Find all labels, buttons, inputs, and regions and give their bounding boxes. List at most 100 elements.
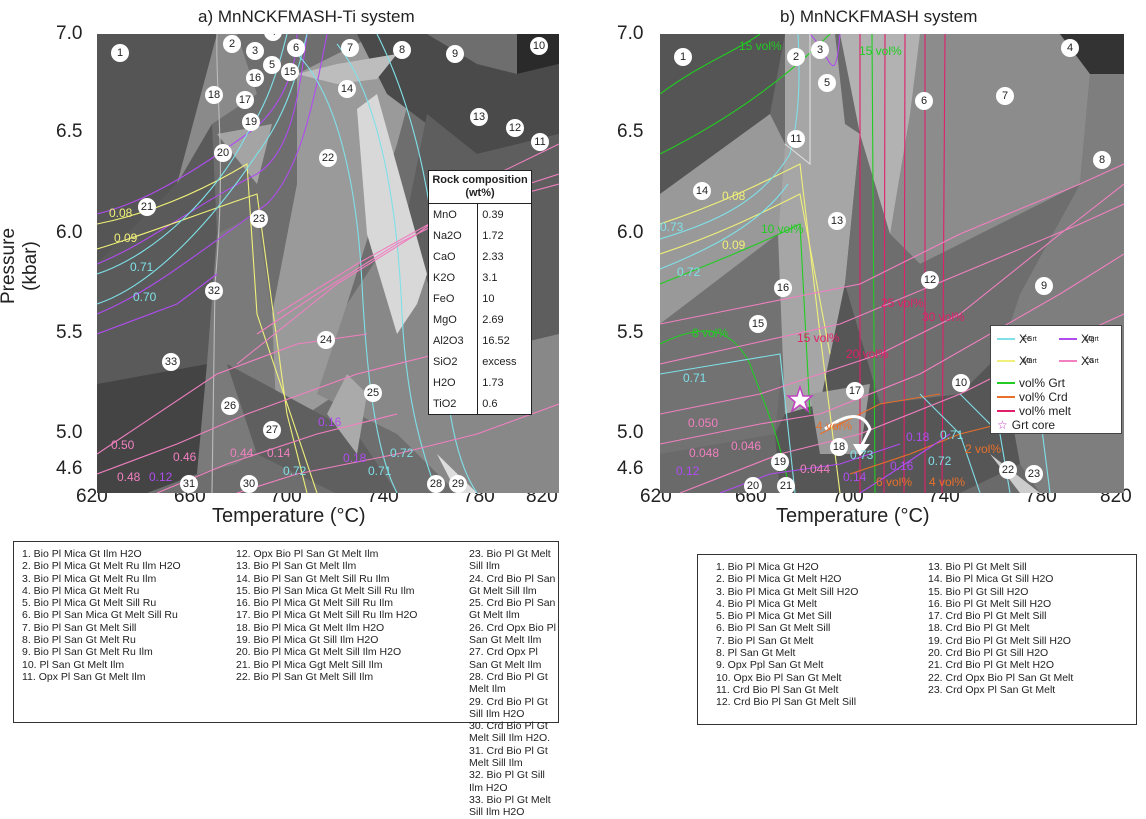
legend-column: 1. Bio Pl Mica Gt Ilm H2O 2. Bio Pl Mica … — [22, 548, 181, 683]
y-axis-label: Pressure (kbar) — [0, 227, 41, 305]
oxide-value: 2.33 — [477, 246, 531, 267]
field-number-label: 1 — [111, 44, 129, 62]
isopleth-label: 0.73 — [660, 220, 684, 234]
field-number-label: 10 — [952, 374, 970, 392]
assemblage-legend-item: 9. Bio Pl San Gt Melt Ru Ilm — [22, 646, 153, 659]
xfe-isopleth — [660, 183, 789, 270]
field-26 — [437, 454, 477, 493]
grt-volume-line — [660, 34, 761, 95]
field-number-label: 13 — [470, 108, 488, 126]
xca-isopleth — [97, 333, 368, 455]
field-number-label: 4 — [264, 34, 282, 41]
assemblage-legend-item: 30. Crd Bio Pl Gt Melt Sill Ilm H2O. — [469, 720, 551, 745]
isopleth-label: 0.050 — [688, 416, 719, 430]
y-tick: 7.0 — [56, 23, 83, 44]
field-number-label: 3 — [246, 42, 264, 60]
reaction-line — [211, 34, 221, 493]
assemblage-legend-item: 5. Bio Pl Mica Gt Melt Sill Ru — [22, 597, 157, 610]
field-number-label: 8 — [1093, 151, 1111, 169]
xmn-isopleth — [660, 163, 841, 493]
y-tick: 6.5 — [56, 121, 83, 142]
field-number-label: 6 — [287, 39, 305, 57]
xmn-isopleth — [660, 193, 831, 355]
assemblage-legend-item: 10. Pl San Gt Melt Ilm — [22, 658, 125, 671]
field-number-label: 4 — [1061, 39, 1079, 57]
y-tick: 5.0 — [56, 422, 83, 443]
assemblage-legend-item: 19. Crd Bio Pl Gt Melt Sill H2O — [928, 634, 1071, 647]
rock-composition-row: K2O 3.1 — [429, 267, 531, 288]
xfe-isopleth — [660, 34, 800, 240]
volume-percent-label: 6 vol% — [876, 475, 913, 489]
field-number-label: 20 — [214, 144, 232, 162]
assemblage-legend-item: 21. Crd Bio Pl Gt Melt H2O — [928, 659, 1055, 672]
field-number-label: 2 — [223, 35, 241, 53]
assemblage-legend-item: 5. Bio Pl Mica Gt Met Sill — [716, 610, 832, 623]
rock-composition-row: Al2O3 16.52 — [429, 330, 531, 351]
isopleth-label: 0.44 — [230, 446, 254, 460]
isopleth-label: 0.46 — [173, 450, 197, 464]
volume-percent-label: 4 vol% — [816, 419, 853, 433]
panel-b-assemblage-legend: 1. Bio Pl Mica Gt H2O 2. Bio Pl Mica Gt M… — [697, 554, 1137, 725]
isopleth-label: 0.72 — [283, 464, 307, 478]
field-region — [177, 34, 257, 184]
reaction-line — [784, 34, 811, 166]
isopleth-label: 0.09 — [722, 238, 746, 252]
field-number-label: 7 — [341, 39, 359, 57]
oxide-name: SiO2 — [433, 355, 458, 368]
assemblage-legend-item: 3. Bio Pl Mica Gt Melt Ru Ilm — [22, 572, 157, 585]
field-region — [357, 94, 427, 334]
oxide-name: MnO — [433, 208, 457, 221]
assemblage-legend-item: 19. Bio Pl Mica Gt Sill Ilm H2O — [236, 634, 379, 647]
y-tick: 7.0 — [617, 23, 644, 44]
oxide-value: 0.6 — [477, 393, 531, 414]
isopleth-label: 0.71 — [368, 464, 392, 478]
assemblage-legend-item: 14. Bio Pl Mica Gt Sill H2O — [928, 573, 1054, 586]
grt-volume-line — [660, 330, 791, 493]
field-1 — [660, 34, 785, 194]
field-number-label: 23 — [250, 210, 268, 228]
rock-composition-row: MnO 0.39 — [429, 204, 531, 225]
y-tick: 4.6 — [617, 458, 644, 479]
isopleth-label: 0.72 — [390, 446, 414, 460]
field-number-label: 22 — [999, 461, 1017, 479]
assemblage-legend-item: 12. Opx Bio Pl San Gt Melt Ilm — [236, 548, 379, 560]
assemblage-legend-item: 18. Bio Pl Mica Gt Melt Ilm H2O — [236, 621, 385, 634]
rock-composition-header: Rock composition (wt%) — [429, 171, 531, 204]
field-31 — [327, 374, 367, 454]
panel-b-title: b) MnNCKFMASH system — [780, 7, 978, 26]
field-number-label: 9 — [1035, 277, 1053, 295]
field-number-label: 29 — [449, 475, 467, 493]
melt-volume-line — [941, 34, 946, 493]
field-number-label: 23 — [1025, 465, 1043, 483]
key-grt-core: ☆ Grt core — [997, 418, 1056, 432]
xca-isopleth — [236, 143, 559, 365]
xca-isopleth — [660, 203, 1124, 365]
field-number-label: 15 — [749, 315, 767, 333]
xca-isopleth — [660, 183, 1124, 415]
assemblage-legend-item: 6. Bio Pl San Gt Melt Sill — [716, 622, 831, 635]
field-number-label: 32 — [205, 282, 223, 300]
oxide-value: 0.39 — [477, 204, 531, 225]
field-region — [97, 124, 217, 384]
field-number-label: 9 — [446, 45, 464, 63]
field-number-label: 2 — [787, 48, 805, 66]
field-number-label: 6 — [915, 92, 933, 110]
isopleth-label: 0.71 — [940, 428, 964, 442]
volume-percent-label: 30 vol% — [922, 310, 965, 324]
field-number-label: 31 — [180, 475, 198, 493]
isopleth-label: 0.73 — [850, 448, 874, 462]
y-tick: 5.5 — [56, 322, 83, 343]
y-tick: 4.6 — [56, 458, 83, 479]
field-15 — [660, 234, 785, 454]
grt-volume-line — [871, 34, 876, 493]
panel-a-title: a) MnNCKFMASH-Ti system — [198, 7, 415, 26]
rock-composition-row: SiO2 excess — [429, 351, 531, 372]
field-number-label: 19 — [242, 113, 260, 131]
isopleth-label: 0.16 — [318, 415, 342, 429]
rock-composition-row: Na2O 1.72 — [429, 225, 531, 246]
pt-path-arrowhead — [853, 444, 870, 456]
isopleth-label: 0.08 — [109, 206, 133, 220]
volume-percent-label: 15 vol% — [739, 39, 782, 53]
field-number-label: 25 — [364, 384, 382, 402]
oxide-name: K2O — [433, 271, 456, 284]
